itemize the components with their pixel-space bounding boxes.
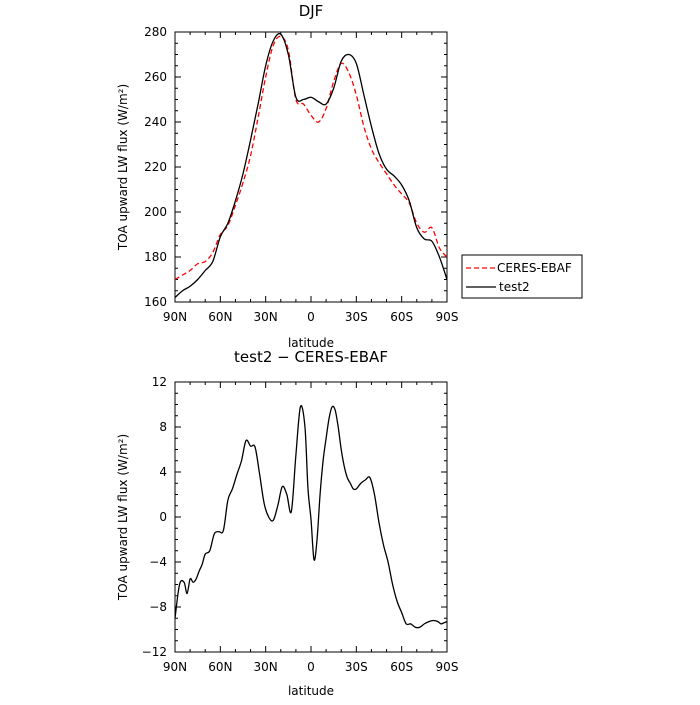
y-axis-label: TOA upward LW flux (W/m²) — [116, 84, 130, 251]
x-tick-label: 30S — [345, 660, 368, 674]
x-tick-label: 0 — [307, 660, 315, 674]
y-tick-label: −4 — [149, 555, 167, 569]
x-tick-label: 90S — [436, 660, 459, 674]
x-axis-label: latitude — [288, 684, 334, 698]
y-axis-label: TOA upward LW flux (W/m²) — [116, 434, 130, 601]
y-tick-label: 160 — [144, 295, 167, 309]
y-tick-label: 280 — [144, 25, 167, 39]
chart-title: test2 − CERES-EBAF — [234, 348, 388, 366]
x-tick-label: 30S — [345, 310, 368, 324]
y-tick-label: 8 — [159, 420, 167, 434]
chart-title: DJF — [299, 2, 324, 20]
x-axis-label: latitude — [288, 336, 334, 350]
chart-djf: DJF 160 180 200 220 240 260 280 90N 60N 30N 0 30S 6… — [116, 2, 583, 350]
legend: CERES-EBAF test2 — [461, 254, 583, 299]
x-tick-label: 60N — [208, 310, 232, 324]
y-tick-label: 200 — [144, 205, 167, 219]
x-tick-label: 90S — [436, 310, 459, 324]
y-tick-label: 12 — [152, 375, 167, 389]
legend-box — [461, 254, 583, 299]
y-tick-label: 180 — [144, 250, 167, 264]
y-tick-label: −8 — [149, 600, 167, 614]
y-tick-label: 240 — [144, 115, 167, 129]
series-line-ceres-ebaf — [174, 35, 448, 281]
plot-frame — [174, 31, 448, 303]
y-tick-label: 220 — [144, 160, 167, 174]
x-tick-label: 60N — [208, 660, 232, 674]
y-tick-label: 260 — [144, 70, 167, 84]
chart-difference: test2 − CERES-EBAF −12 −8 −4 0 4 8 12 90N 60N 30… — [116, 348, 458, 698]
y-tick-label: 4 — [159, 465, 167, 479]
x-tick-label: 90N — [163, 660, 187, 674]
series-line-test2 — [174, 32, 448, 298]
legend-label-ceres: CERES-EBAF — [497, 261, 572, 275]
x-tick-label: 60S — [390, 310, 413, 324]
x-tick-label: 90N — [163, 310, 187, 324]
y-tick-label: 0 — [159, 510, 167, 524]
x-tick-label: 30N — [254, 660, 278, 674]
x-tick-label: 0 — [307, 310, 315, 324]
x-tick-label: 30N — [254, 310, 278, 324]
legend-label-test2: test2 — [499, 280, 530, 294]
series-line-difference — [174, 405, 448, 629]
y-tick-label: −12 — [142, 645, 167, 659]
x-tick-label: 60S — [390, 660, 413, 674]
